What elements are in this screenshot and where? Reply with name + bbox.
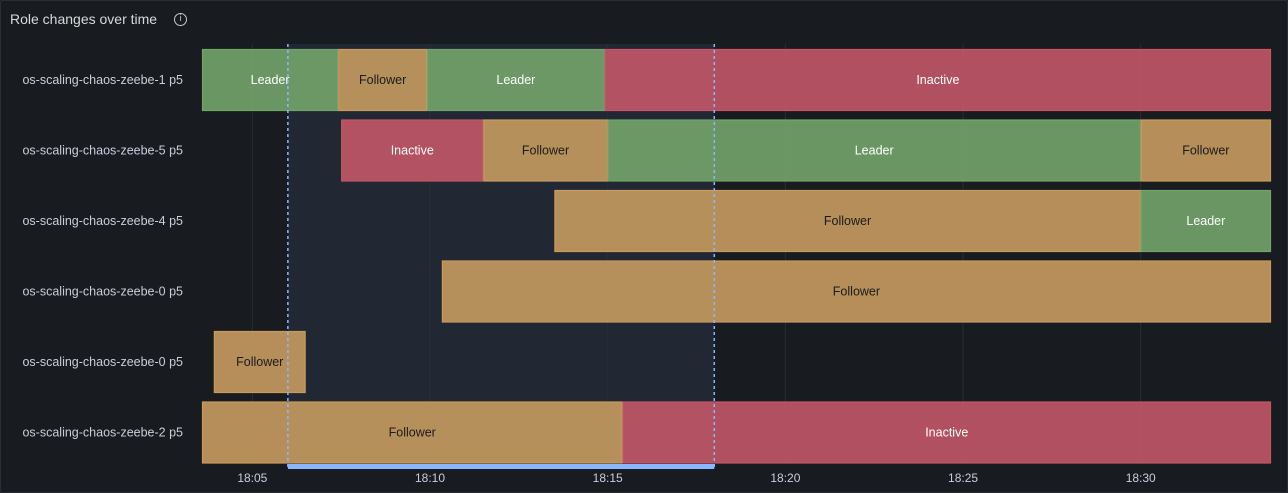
state-segment-follower[interactable] xyxy=(441,260,1272,323)
state-segment-leader[interactable] xyxy=(426,48,605,112)
x-tick-label: 18:20 xyxy=(770,471,800,485)
state-segment-follower[interactable] xyxy=(338,48,428,112)
state-segment-follower[interactable] xyxy=(201,401,623,464)
segment-label: Follower xyxy=(1182,144,1229,158)
row-label: os-scaling-chaos-zeebe-0 p5 xyxy=(22,355,183,369)
row-label: os-scaling-chaos-zeebe-0 p5 xyxy=(22,285,183,299)
state-segment-leader[interactable] xyxy=(607,119,1141,182)
segment-label: Inactive xyxy=(925,426,968,440)
selection-region[interactable] xyxy=(287,44,715,463)
info-circle-icon[interactable]: i xyxy=(174,12,188,26)
segment-label: Leader xyxy=(855,144,894,158)
segment-label: Inactive xyxy=(391,144,434,158)
segment-label: Inactive xyxy=(916,73,959,87)
segment-label: Follower xyxy=(236,355,283,369)
x-tick-label: 18:15 xyxy=(593,471,623,485)
x-tick-label: 18:05 xyxy=(237,471,267,485)
state-segment-follower[interactable] xyxy=(554,189,1141,253)
row-label: os-scaling-chaos-zeebe-5 p5 xyxy=(22,144,183,158)
selection-bar[interactable] xyxy=(287,464,715,469)
segment-label: Follower xyxy=(824,214,871,228)
row-label: os-scaling-chaos-zeebe-4 p5 xyxy=(22,214,183,228)
segment-label: Leader xyxy=(251,73,290,87)
row-label: os-scaling-chaos-zeebe-2 p5 xyxy=(22,426,183,440)
state-segment-follower[interactable] xyxy=(483,119,608,182)
x-tick-label: 18:25 xyxy=(948,471,978,485)
segment-label: Leader xyxy=(1186,214,1225,228)
segment-label: Follower xyxy=(389,426,436,440)
state-segment-inactive[interactable] xyxy=(604,48,1272,112)
segment-label: Follower xyxy=(359,73,406,87)
panel-header: Role changes over time i xyxy=(10,9,188,29)
state-segment-follower[interactable] xyxy=(213,330,306,394)
state-segment-inactive[interactable] xyxy=(622,401,1272,464)
x-tick-label: 18:30 xyxy=(1126,471,1156,485)
state-segment-leader[interactable] xyxy=(1140,189,1272,253)
x-tick-label: 18:10 xyxy=(415,471,445,485)
panel-title[interactable]: Role changes over time xyxy=(10,11,158,27)
segment-label: Leader xyxy=(496,73,535,87)
row-label: os-scaling-chaos-zeebe-1 p5 xyxy=(22,73,183,87)
segment-label: Follower xyxy=(833,285,880,299)
state-segment-leader[interactable] xyxy=(201,48,339,112)
state-segment-follower[interactable] xyxy=(1140,119,1272,182)
segment-label: Follower xyxy=(522,144,569,158)
state-segment-inactive[interactable] xyxy=(341,119,484,182)
